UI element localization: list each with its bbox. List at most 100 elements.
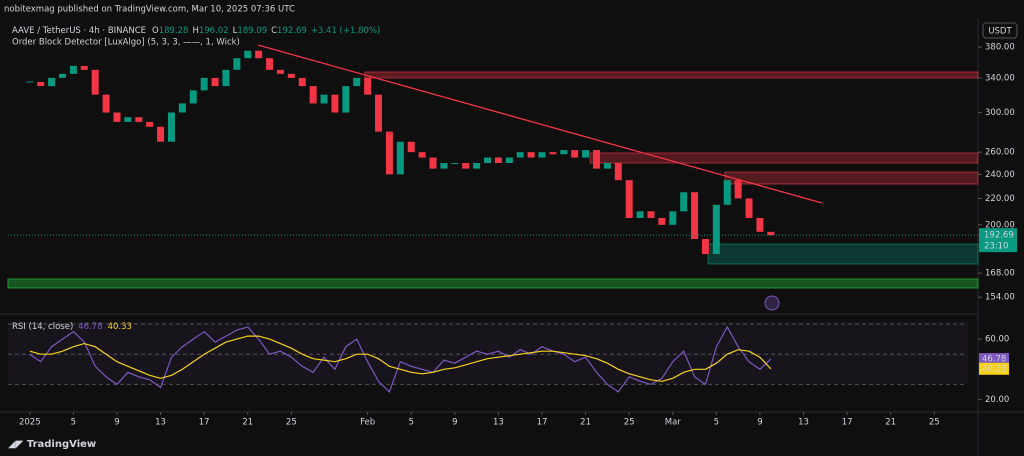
x-tick-label: 5 <box>71 418 76 428</box>
candle <box>582 150 590 158</box>
candle <box>364 77 372 95</box>
x-tick-label: 2025 <box>19 418 41 428</box>
candle <box>222 69 230 87</box>
candle <box>233 58 241 70</box>
x-tick-label: 5 <box>409 418 414 428</box>
y-tick-label: 154.00 <box>985 293 1015 303</box>
ohlc-label: L <box>233 26 238 36</box>
x-tick-label: 13 <box>798 418 809 428</box>
change: +3.41 (+1.80%) <box>311 26 381 36</box>
y-tick-label: 60.00 <box>985 335 1009 345</box>
x-tick-label: 9 <box>757 418 762 428</box>
candle <box>734 180 742 199</box>
candle <box>473 163 481 169</box>
candle <box>320 94 328 104</box>
bearish-order-block <box>364 71 979 79</box>
candle <box>91 69 99 95</box>
bearish-order-block <box>589 152 979 164</box>
candle <box>647 211 655 218</box>
candle <box>669 211 677 225</box>
ohlc-value: 189.28 <box>159 26 189 36</box>
candle <box>167 112 175 142</box>
candle <box>494 157 502 164</box>
ohlc-value: 189.09 <box>237 26 267 36</box>
currency[interactable]: USDT <box>988 27 1012 37</box>
candle <box>211 77 219 87</box>
candle <box>516 152 524 158</box>
candle <box>701 239 709 255</box>
candle <box>287 73 295 78</box>
candle <box>69 65 77 74</box>
candle <box>342 86 350 113</box>
candle <box>396 141 404 175</box>
value-tag-label: 40.33 <box>982 364 1006 374</box>
bullish-order-block <box>707 243 979 265</box>
x-tick-label: 21 <box>580 418 591 428</box>
candle <box>26 81 34 83</box>
candle <box>244 50 252 59</box>
x-tick-label: 25 <box>929 418 940 428</box>
x-tick-label: 21 <box>885 418 896 428</box>
candle <box>691 192 699 240</box>
currency-box[interactable] <box>982 22 1018 39</box>
candle <box>178 103 186 113</box>
y-tick-label: 260.00 <box>985 148 1015 158</box>
price-tag-label: 192.69 <box>984 231 1014 241</box>
rsi-ma-value: 40.33 <box>108 322 132 332</box>
candle <box>276 69 284 74</box>
candle <box>440 163 448 169</box>
candle <box>331 94 339 113</box>
ohlc-value: 192.69 <box>277 26 307 36</box>
trend-line <box>257 44 823 204</box>
value-tag-label: 46.78 <box>982 355 1006 365</box>
x-tick-label: 25 <box>286 418 297 428</box>
rsi-line <box>29 325 772 393</box>
candle <box>157 126 165 142</box>
y-tick-label: 20.00 <box>985 395 1009 405</box>
publisher: nobitexmag published on TradingView.com,… <box>4 5 295 15</box>
rsi-title: RSI (14, close) <box>12 322 73 332</box>
rsi-label: RSI (14, close) 46.78 40.33 <box>12 322 132 332</box>
x-tick-label: Mar <box>665 418 682 428</box>
candle <box>592 150 600 169</box>
candle <box>375 94 383 132</box>
x-tick-label: 25 <box>624 418 635 428</box>
bullish-order-block <box>7 278 979 289</box>
candle <box>723 180 731 205</box>
candle <box>756 217 764 232</box>
x-tick-label: 21 <box>242 418 253 428</box>
ohlc-label: O <box>152 26 159 36</box>
candle <box>353 77 361 87</box>
event-icon[interactable] <box>764 295 780 311</box>
y-tick-label: 220.00 <box>985 194 1015 204</box>
candle <box>745 198 753 218</box>
countdown: 23:10 <box>984 242 1009 252</box>
brand-name: TradingView <box>27 439 96 450</box>
bearish-order-block <box>724 171 979 185</box>
y-tick-label: 340.00 <box>985 73 1015 83</box>
value-tag <box>979 362 1009 375</box>
candle <box>767 231 775 236</box>
candle <box>625 180 633 218</box>
candle <box>462 163 470 169</box>
candle <box>560 150 568 155</box>
candle <box>658 217 666 225</box>
candle <box>429 157 437 169</box>
price-tag <box>979 228 1017 253</box>
ohlc-value: 196.02 <box>199 26 229 36</box>
candle <box>505 157 513 164</box>
rsi-value: 46.78 <box>78 322 102 332</box>
candle <box>603 163 611 169</box>
symbol: AAVE / TetherUS · 4h · BINANCE <box>12 26 146 36</box>
x-tick-label: 9 <box>114 418 119 428</box>
candle <box>298 77 306 87</box>
y-tick-label: 240.00 <box>985 170 1015 180</box>
symbol-line: AAVE / TetherUS · 4h · BINANCE O189.28 H19… <box>12 26 380 36</box>
candle <box>135 117 143 122</box>
candle <box>636 211 644 218</box>
candle <box>255 50 263 59</box>
candle <box>124 117 132 122</box>
x-tick-label: 17 <box>537 418 548 428</box>
